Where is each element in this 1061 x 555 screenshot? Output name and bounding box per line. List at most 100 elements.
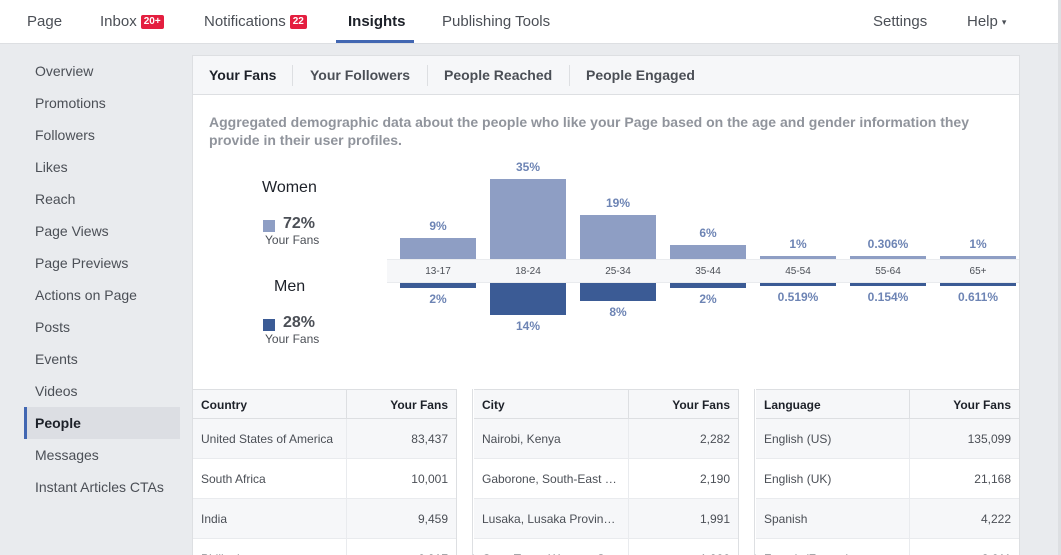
- sidebar-item-instant-articles-ctas[interactable]: Instant Articles CTAs: [35, 479, 164, 495]
- row-value: 83,437: [411, 432, 448, 446]
- column-header-name[interactable]: Country: [201, 398, 247, 412]
- column-header-fans[interactable]: Your Fans: [390, 398, 448, 412]
- cell-divider: [346, 459, 347, 499]
- tab-your-followers[interactable]: Your Followers: [310, 67, 411, 83]
- row-value: 2,282: [699, 432, 730, 446]
- table-row[interactable]: Philippines6,917: [193, 539, 456, 555]
- age-tick-label: 25-34: [605, 266, 631, 277]
- women-bar[interactable]: [490, 178, 566, 259]
- row-name: Nairobi, Kenya: [482, 432, 561, 446]
- row-value: 21,168: [974, 472, 1011, 486]
- cell-divider: [346, 539, 347, 555]
- nav-help-label: Help: [967, 13, 998, 30]
- table-header: Country Your Fans: [193, 389, 456, 420]
- nav-notifications[interactable]: Notifications 22: [204, 13, 307, 30]
- women-bar[interactable]: [580, 215, 656, 259]
- men-data-label: 14%: [515, 319, 541, 334]
- men-bar[interactable]: [580, 283, 656, 302]
- row-name: English (US): [764, 432, 832, 446]
- men-bar[interactable]: [670, 283, 746, 288]
- sidebar-item-people[interactable]: People: [24, 407, 180, 439]
- sidebar-item-messages[interactable]: Messages: [35, 447, 99, 463]
- sidebar-item-posts[interactable]: Posts: [35, 319, 71, 335]
- men-bar[interactable]: [490, 283, 566, 316]
- nav-page[interactable]: Page: [27, 13, 63, 30]
- cell-divider: [628, 539, 629, 555]
- women-data-label: 9%: [429, 219, 447, 234]
- men-data-label: 0.519%: [777, 290, 819, 304]
- legend-women-sub: Your Fans: [265, 233, 320, 247]
- column-divider: [909, 390, 910, 420]
- age-tick-label: 18-24: [515, 266, 541, 277]
- women-bar[interactable]: [940, 256, 1016, 259]
- table-language: Language Your Fans English (US) 135,099 Engl…: [756, 389, 1019, 555]
- row-name: Lusaka, Lusaka Provinc…: [482, 512, 621, 526]
- women-bar[interactable]: [400, 238, 476, 259]
- cell-divider: [628, 419, 629, 459]
- nav-active-indicator: [336, 40, 414, 43]
- window-edge: [1058, 0, 1061, 555]
- women-bar[interactable]: [850, 256, 926, 259]
- cell-divider: [909, 419, 910, 459]
- nav-insights[interactable]: Insights: [348, 13, 406, 30]
- table-row[interactable]: Lusaka, Lusaka Provinc… 1,991: [474, 499, 738, 539]
- table-row[interactable]: United States of America 83,437: [193, 419, 456, 459]
- table-row[interactable]: Spanish 4,222: [756, 499, 1019, 539]
- sidebar-item-reach[interactable]: Reach: [35, 191, 76, 207]
- sidebar-item-likes[interactable]: Likes: [35, 159, 68, 175]
- table-row[interactable]: India 9,459: [193, 499, 456, 539]
- column-divider: [346, 390, 347, 420]
- tab-people-engaged[interactable]: People Engaged: [586, 67, 695, 83]
- men-bar[interactable]: [850, 283, 926, 286]
- table-row[interactable]: Cape Town, Western C…1,900: [474, 539, 738, 555]
- cell-divider: [346, 419, 347, 459]
- sidebar-item-promotions[interactable]: Promotions: [35, 95, 106, 111]
- column-header-name[interactable]: Language: [764, 398, 821, 412]
- nav-publishing-tools[interactable]: Publishing Tools: [442, 13, 551, 30]
- nav-notifications-label: Notifications: [204, 13, 286, 30]
- age-gender-chart: 9% 2% 35% 14% 19% 8% 6% 2% 1% 0.519% 0.306% 0.154% 1…: [387, 151, 1019, 351]
- table-row[interactable]: French (France)3,011: [756, 539, 1019, 555]
- row-name: Spanish: [764, 512, 808, 526]
- sidebar-item-page-views[interactable]: Page Views: [35, 223, 109, 239]
- top-nav: Page Inbox 20+ Notifications 22 Insights P…: [0, 0, 1061, 44]
- women-bar[interactable]: [760, 256, 836, 259]
- table-header: Language Your Fans: [756, 389, 1019, 420]
- men-bar[interactable]: [400, 283, 476, 288]
- table-row[interactable]: English (US) 135,099: [756, 419, 1019, 459]
- sidebar-item-overview[interactable]: Overview: [35, 63, 94, 79]
- table-row[interactable]: Gaborone, South-East … 2,190: [474, 459, 738, 499]
- row-name: Gaborone, South-East …: [482, 472, 617, 486]
- cell-divider: [346, 499, 347, 539]
- legend-women-title: Women: [262, 179, 317, 196]
- men-data-label: 0.611%: [957, 290, 999, 304]
- sidebar-item-followers[interactable]: Followers: [35, 127, 95, 143]
- nav-settings[interactable]: Settings: [873, 13, 928, 30]
- sidebar-item-page-previews[interactable]: Page Previews: [35, 255, 129, 271]
- cell-divider: [628, 459, 629, 499]
- table-row[interactable]: Nairobi, Kenya 2,282: [474, 419, 738, 459]
- sidebar-item-actions-on-page[interactable]: Actions on Page: [35, 287, 137, 303]
- sidebar-item-videos[interactable]: Videos: [35, 383, 78, 399]
- men-bar[interactable]: [940, 283, 1016, 286]
- nav-inbox[interactable]: Inbox 20+: [100, 13, 164, 30]
- tab-your-fans[interactable]: Your Fans: [209, 67, 277, 83]
- women-data-label: 35%: [515, 159, 541, 174]
- column-header-fans[interactable]: Your Fans: [953, 398, 1011, 412]
- women-bar[interactable]: [670, 245, 746, 259]
- legend-men-pct: 28%: [283, 314, 316, 331]
- nav-help[interactable]: Help ▾: [967, 13, 1006, 30]
- table-country: Country Your Fans United States of America…: [193, 389, 456, 555]
- chevron-down-icon: ▾: [1001, 17, 1007, 27]
- table-gap: [738, 389, 755, 555]
- row-value: 4,222: [980, 512, 1011, 526]
- table-header: City Your Fans: [474, 389, 738, 420]
- tab-people-reached[interactable]: People Reached: [444, 67, 553, 83]
- table-row[interactable]: English (UK) 21,168: [756, 459, 1019, 499]
- men-bar[interactable]: [760, 283, 836, 286]
- column-header-name[interactable]: City: [482, 398, 505, 412]
- column-header-fans[interactable]: Your Fans: [672, 398, 730, 412]
- table-row[interactable]: South Africa 10,001: [193, 459, 456, 499]
- sidebar-item-events[interactable]: Events: [35, 351, 78, 367]
- audience-tabs: Your Fans Your Followers People Reached …: [193, 56, 1019, 95]
